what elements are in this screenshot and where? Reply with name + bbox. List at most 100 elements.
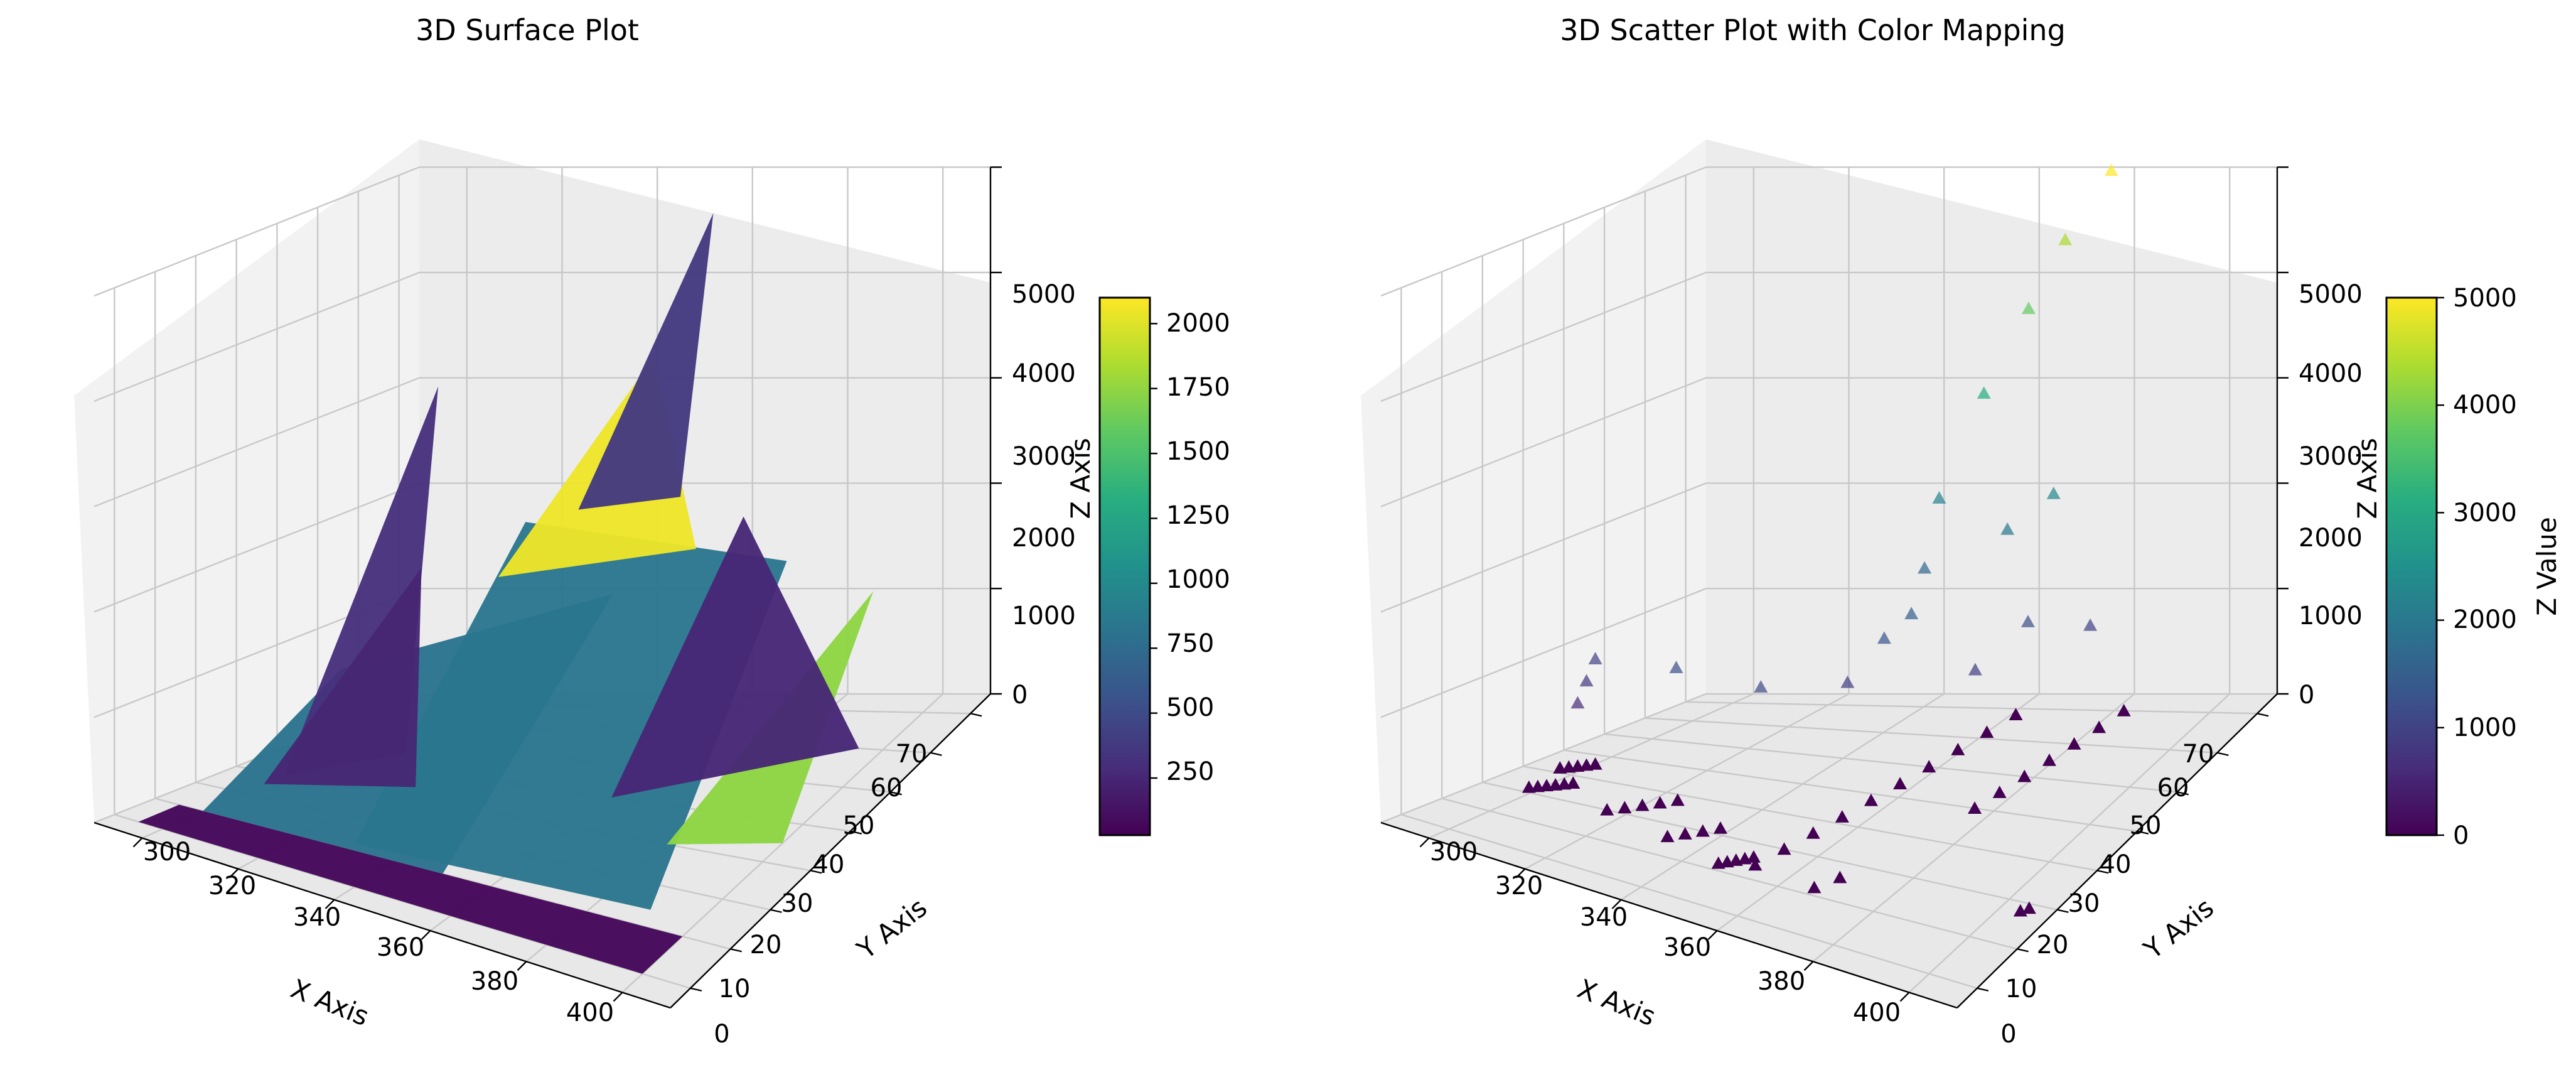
scatter-point <box>1904 607 1919 620</box>
scatter-xaxis-label: X Axis <box>1573 973 1660 1032</box>
scatter-point <box>2009 708 2023 721</box>
scatter-point <box>1579 674 1594 687</box>
scatter-point <box>2092 720 2106 733</box>
scatter-point <box>2000 522 2015 535</box>
surface-axes <box>94 166 1002 1009</box>
surface-xtick-mark <box>228 868 239 878</box>
surface-x-axis-line <box>94 821 671 1009</box>
scatter-ztick-label-5000: 5000 <box>2299 280 2363 309</box>
surface-ytick-label-30: 30 <box>781 889 813 918</box>
surface-xtick-label-380: 380 <box>471 967 518 996</box>
scatter-ytick-mark <box>2137 830 2149 835</box>
scatter-point <box>1922 760 1936 773</box>
scatter-xtick-label-320: 320 <box>1495 872 1543 900</box>
scatter-xtick-label-400: 400 <box>1853 998 1901 1027</box>
scatter-subplot: 3D Scatter Plot with Color Mapping 30 0 3… <box>1361 13 2562 1049</box>
scatter-grid <box>1380 166 2277 993</box>
scatter-point <box>1653 796 1667 809</box>
scatter-ytick-mark <box>2177 791 2189 796</box>
scatter-point <box>1893 777 1908 790</box>
scatter-pane-floor <box>1381 694 2277 1008</box>
surface-ytick-mark <box>850 830 862 835</box>
surface-zgrid-line <box>94 377 990 507</box>
scatter-point <box>2117 703 2131 716</box>
surface-pane-back-left <box>74 139 419 823</box>
surface-xtick-mark <box>613 992 623 1002</box>
surface-xtick-label-300: 300 <box>143 838 191 867</box>
surface-ytick-label-10: 10 <box>719 975 751 1003</box>
surface-facet <box>578 213 714 510</box>
scatter-xtick-mark <box>1707 930 1718 940</box>
surface-ytick-mark <box>930 752 942 756</box>
scatter-zaxis-label: Z Axis <box>2352 438 2383 519</box>
surface-subplot: 3D Surface Plot 300 320 340 360 380 400 … <box>74 13 1230 1049</box>
scatter-cb-tick-0: 0 <box>2453 821 2469 850</box>
surface-facet <box>355 522 787 910</box>
scatter-point <box>2021 301 2036 315</box>
surface-xtick-label-400: 400 <box>566 998 614 1027</box>
scatter-ytick-label-50: 50 <box>2130 811 2162 840</box>
surface-ytick-label-20: 20 <box>750 931 782 960</box>
scatter-point <box>2083 618 2098 631</box>
surface-ytick-mark <box>690 987 702 992</box>
surface-xtick-mark <box>421 930 431 940</box>
scatter-ytick-label-10: 10 <box>2005 975 2037 1003</box>
scatter-point <box>1777 842 1791 855</box>
surface-ztick-label-4000: 4000 <box>1012 359 1076 388</box>
scatter-ytick-label-20: 20 <box>2037 931 2069 960</box>
surface-colorbar-frame <box>1098 296 1151 836</box>
surface-zgrid-line <box>94 271 990 403</box>
scatter-point <box>1877 631 1891 644</box>
scatter-ytick-label-40: 40 <box>2100 850 2132 879</box>
scatter-point <box>1918 561 1932 574</box>
scatter-cb-tick-1000: 1000 <box>2453 713 2517 742</box>
scatter-point <box>1807 880 1822 894</box>
scatter-ztick-label-0: 0 <box>2299 681 2314 710</box>
surface-xaxis-label: X Axis <box>286 973 373 1032</box>
scatter-xtick-label-340: 340 <box>1580 903 1628 932</box>
scatter-point <box>1992 786 2007 798</box>
surface-ytick-label-50: 50 <box>843 811 875 840</box>
scatter-colorbar-ticks <box>2437 296 2444 836</box>
scatter-ytick-mark <box>2217 752 2229 756</box>
scatter-cb-tick-4000: 4000 <box>2453 391 2517 419</box>
scatter-xtick-mark <box>1899 992 1910 1002</box>
scatter-points <box>1521 163 2131 917</box>
scatter-point <box>1951 742 1965 755</box>
scatter-xtick-mark <box>1803 961 1814 971</box>
surface-ytick-mark <box>730 948 742 953</box>
scatter-axes <box>1380 166 2289 1009</box>
surface-xtick-mark <box>517 961 527 971</box>
surface-y-axis-line <box>670 693 991 1008</box>
scatter-point <box>2067 737 2081 750</box>
scatter-point <box>1840 675 1855 688</box>
scatter-point <box>1660 830 1675 843</box>
scatter-point <box>2058 232 2073 246</box>
scatter-point <box>1833 870 1847 884</box>
surface-ytick-mark <box>810 870 822 874</box>
scatter-point <box>2021 615 2035 627</box>
surface-xtick-mark <box>132 837 143 848</box>
scatter-plot-title: 3D Scatter Plot with Color Mapping <box>1560 13 2066 47</box>
surface-ytick-label-70: 70 <box>896 740 928 769</box>
scatter-colorbar-label: Z Value <box>2531 517 2562 615</box>
surface-zaxis-label: Z Axis <box>1065 438 1096 519</box>
scatter-cb-tick-3000: 3000 <box>2453 499 2517 527</box>
scatter-point <box>1678 827 1692 840</box>
scatter-yaxis-label: Y Axis <box>2137 892 2219 965</box>
scatter-ytick-label-0: 0 <box>2000 1020 2016 1049</box>
surface-zgrid-line <box>94 166 990 297</box>
scatter-cb-tick-5000: 5000 <box>2453 284 2517 313</box>
scatter-point <box>1806 826 1820 839</box>
scatter-point <box>1968 801 1982 814</box>
scatter-ytick-label-30: 30 <box>2068 889 2100 918</box>
surface-xtick-label-320: 320 <box>208 872 256 900</box>
scatter-point <box>1980 725 1994 738</box>
scatter-ztick-label-3000: 3000 <box>2299 442 2363 471</box>
scatter-point <box>1588 757 1602 770</box>
scatter-zgrid-line <box>1380 377 2277 507</box>
scatter-zgrid-line <box>1380 588 2277 718</box>
scatter-point <box>2104 163 2118 176</box>
surface-cb-tick-2000: 2000 <box>1166 309 1230 338</box>
scatter-point <box>2046 486 2061 499</box>
